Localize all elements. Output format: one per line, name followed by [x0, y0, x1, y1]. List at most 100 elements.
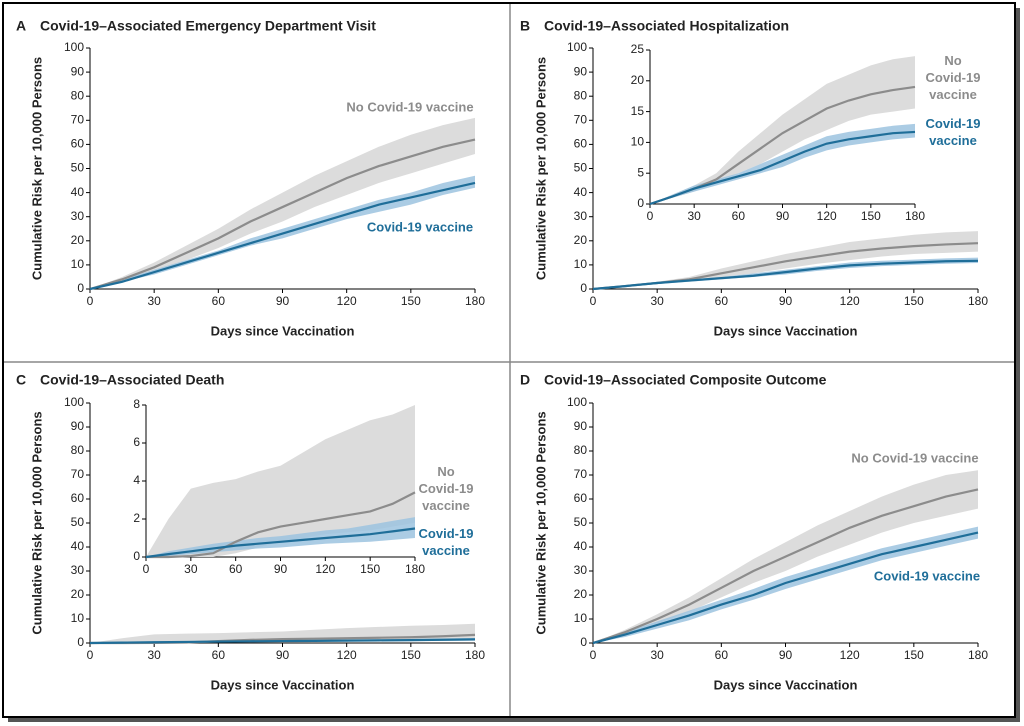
x-tick-label: 180 [405, 562, 425, 576]
y-tick-label: 90 [71, 64, 85, 78]
x-tick-label: 0 [590, 294, 597, 308]
frame [2, 2, 1016, 718]
x-tick-label: 30 [147, 648, 161, 662]
series-label: No Covid-19 vaccine [419, 464, 474, 513]
y-tick-label: 90 [71, 419, 85, 433]
y-tick-label: 90 [574, 419, 588, 433]
y-tick-label: 50 [71, 515, 85, 529]
y-tick-label: 0 [580, 281, 587, 295]
x-tick-label: 150 [904, 648, 924, 662]
x-tick-label: 0 [143, 562, 150, 576]
y-tick-label: 20 [71, 587, 85, 601]
y-tick-label: 40 [71, 185, 85, 199]
y-axis-label: Cumulative Risk per 10,000 Persons [533, 411, 548, 634]
y-tick-label: 10 [631, 135, 645, 149]
confidence-band [146, 517, 415, 557]
series-label: No Covid-19 vaccine [851, 450, 978, 465]
x-tick-label: 180 [968, 648, 988, 662]
x-tick-label: 30 [184, 562, 198, 576]
y-tick-label: 15 [631, 104, 645, 118]
y-tick-label: 80 [574, 88, 588, 102]
series-line [592, 259, 979, 291]
y-tick-label: 70 [71, 467, 85, 481]
y-axis-label: Cumulative Risk per 10,000 Persons [533, 57, 548, 280]
x-tick-label: 150 [360, 562, 380, 576]
y-tick-label: 20 [574, 233, 588, 247]
x-tick-label: 60 [229, 562, 243, 576]
series-label: No Covid-19 vaccine [926, 53, 981, 102]
y-tick-label: 30 [574, 209, 588, 223]
x-tick-label: 120 [817, 209, 837, 223]
x-tick-label: 180 [905, 209, 925, 223]
x-tick-label: 0 [647, 209, 654, 223]
y-tick-label: 20 [574, 587, 588, 601]
y-tick-label: 10 [574, 611, 588, 625]
x-tick-label: 60 [212, 648, 226, 662]
y-tick-label: 70 [574, 467, 588, 481]
x-axis-label: Days since Vaccination [211, 323, 355, 338]
x-tick-label: 180 [968, 294, 988, 308]
y-tick-label: 90 [574, 64, 588, 78]
y-tick-label: 40 [574, 539, 588, 553]
series-line [146, 491, 416, 559]
y-tick-label: 60 [574, 137, 588, 151]
series-line [592, 531, 979, 645]
x-tick-label: 90 [274, 562, 288, 576]
y-tick-label: 30 [71, 209, 85, 223]
x-tick-label: 30 [650, 294, 664, 308]
y-tick-label: 100 [64, 395, 84, 409]
series-line [145, 527, 416, 559]
y-tick-label: 2 [133, 511, 140, 525]
confidence-band [593, 526, 978, 643]
confidence-band [593, 231, 978, 289]
y-axis-label: Cumulative Risk per 10,000 Persons [29, 57, 44, 280]
y-tick-label: 50 [574, 515, 588, 529]
panel-title: Covid-19–Associated Composite Outcome [544, 372, 827, 388]
x-tick-label: 120 [840, 648, 860, 662]
x-tick-label: 120 [337, 648, 357, 662]
series-line [89, 181, 476, 291]
x-tick-label: 60 [715, 648, 729, 662]
y-tick-label: 30 [71, 563, 85, 577]
x-tick-label: 120 [337, 294, 357, 308]
y-tick-label: 80 [574, 443, 588, 457]
x-tick-label: 90 [779, 648, 793, 662]
x-tick-label: 90 [779, 294, 793, 308]
y-tick-label: 80 [71, 443, 85, 457]
y-tick-label: 5 [637, 165, 644, 179]
y-tick-label: 8 [133, 397, 140, 411]
x-tick-label: 120 [840, 294, 860, 308]
panel-title: Covid-19–Associated Emergency Department… [40, 18, 376, 34]
x-tick-label: 90 [276, 294, 290, 308]
confidence-band [146, 405, 415, 557]
x-tick-label: 60 [715, 294, 729, 308]
y-tick-label: 60 [574, 491, 588, 505]
y-tick-label: 100 [567, 40, 587, 54]
y-tick-label: 0 [77, 281, 84, 295]
y-tick-label: 80 [71, 88, 85, 102]
confidence-band [650, 123, 915, 204]
y-tick-label: 6 [133, 435, 140, 449]
series-label: No Covid-19 vaccine [346, 99, 473, 114]
confidence-band [650, 56, 915, 204]
series-label: Covid-19 vaccine [874, 568, 980, 583]
y-tick-label: 0 [637, 196, 644, 210]
x-tick-label: 90 [776, 209, 790, 223]
x-tick-label: 150 [904, 294, 924, 308]
x-tick-label: 180 [465, 294, 485, 308]
y-tick-label: 4 [133, 473, 140, 487]
y-tick-label: 10 [71, 611, 85, 625]
y-tick-label: 0 [580, 635, 587, 649]
x-tick-label: 0 [590, 648, 597, 662]
x-tick-label: 60 [212, 294, 226, 308]
x-axis-label: Days since Vaccination [211, 677, 355, 692]
x-tick-label: 150 [401, 648, 421, 662]
y-tick-label: 50 [71, 161, 85, 175]
x-tick-label: 0 [87, 294, 94, 308]
panel-letter: C [16, 372, 26, 388]
y-tick-label: 60 [71, 491, 85, 505]
x-tick-label: 180 [465, 648, 485, 662]
x-tick-label: 90 [276, 648, 290, 662]
series-line [89, 638, 476, 645]
